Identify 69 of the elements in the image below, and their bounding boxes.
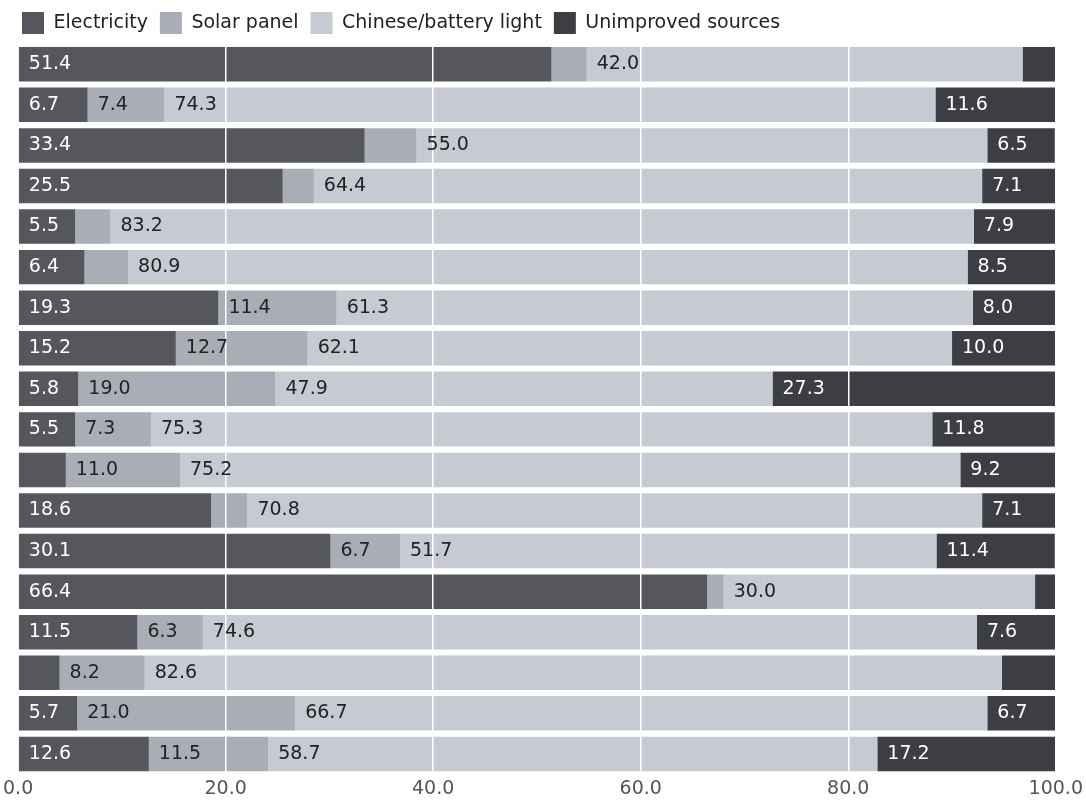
data-label: 7.3 [85, 416, 116, 439]
data-label: 11.8 [942, 416, 985, 439]
data-label: 51.7 [409, 538, 453, 561]
data-label: 75.3 [160, 416, 204, 439]
data-label: 58.7 [278, 740, 321, 763]
data-label: 7.6 [986, 619, 1018, 642]
legend-label: Solar panel [191, 9, 299, 32]
data-label: 11.5 [158, 740, 202, 763]
data-label: 6.5 [997, 132, 1028, 155]
data-label: 11.4 [228, 294, 271, 317]
data-label: 19.3 [28, 294, 72, 317]
data-label: 7.1 [992, 172, 1023, 195]
legend-label: Electricity [53, 9, 148, 32]
data-label: 8.5 [977, 254, 1008, 277]
data-label: 30.1 [28, 538, 72, 561]
data-label: 5.5 [28, 213, 60, 236]
data-label: 51.4 [28, 51, 72, 74]
data-label: 33.4 [28, 132, 72, 155]
data-label: 6.7 [340, 538, 371, 561]
data-label: 7.4 [97, 91, 128, 114]
data-label: 55.0 [426, 132, 469, 155]
x-tick-label: 60.0 [619, 775, 662, 798]
data-label: 12.6 [28, 740, 72, 763]
data-label: 66.4 [28, 578, 72, 601]
data-label: 5.8 [28, 375, 60, 398]
data-label: 21.0 [87, 700, 130, 723]
data-label: 70.8 [257, 497, 300, 520]
data-label: 74.6 [212, 619, 256, 642]
data-label: 11.5 [28, 619, 72, 642]
data-label: 19.0 [88, 375, 131, 398]
data-label: 9.2 [970, 456, 1001, 479]
data-label: 6.3 [147, 619, 178, 642]
data-label: 42.0 [596, 51, 640, 74]
data-label: 5.5 [28, 416, 60, 439]
data-label: 27.3 [782, 375, 825, 398]
data-label: 11.6 [945, 91, 988, 114]
data-label: 80.9 [138, 254, 181, 277]
data-label: 5.7 [28, 700, 60, 723]
legend-label: Chinese/battery light [342, 9, 542, 32]
data-label: 83.2 [120, 213, 163, 236]
legend-label: Unimproved sources [585, 9, 781, 32]
data-label: 15.2 [28, 335, 72, 358]
data-label: 17.2 [887, 740, 930, 763]
data-label: 7.1 [992, 497, 1023, 520]
data-label: 74.3 [174, 91, 217, 114]
data-label: 25.5 [28, 172, 72, 195]
data-label: 18.6 [28, 497, 72, 520]
x-tick-label: 100.0 [1028, 775, 1084, 798]
data-label: 8.0 [982, 294, 1014, 317]
data-label: 64.4 [323, 172, 367, 195]
x-tick-label: 40.0 [412, 775, 455, 798]
x-tick-label: 80.0 [827, 775, 870, 798]
data-label: 8.2 [69, 659, 100, 682]
data-label: 10.0 [962, 335, 1005, 358]
data-label: 6.7 [28, 91, 60, 114]
data-label: 82.6 [154, 659, 198, 682]
data-label: 30.0 [733, 578, 777, 601]
data-label: 11.4 [946, 538, 989, 561]
data-label: 75.2 [189, 456, 233, 479]
x-tick-label: 0.0 [3, 775, 34, 798]
data-label: 62.1 [317, 335, 360, 358]
data-label: 11.0 [75, 456, 119, 479]
data-label: 6.4 [28, 254, 60, 277]
x-tick-label: 20.0 [204, 775, 247, 798]
data-label: 61.3 [346, 294, 389, 317]
data-label: 7.9 [983, 213, 1015, 236]
data-label: 66.7 [305, 700, 348, 723]
data-label: 47.9 [285, 375, 328, 398]
data-label: 6.7 [997, 700, 1028, 723]
